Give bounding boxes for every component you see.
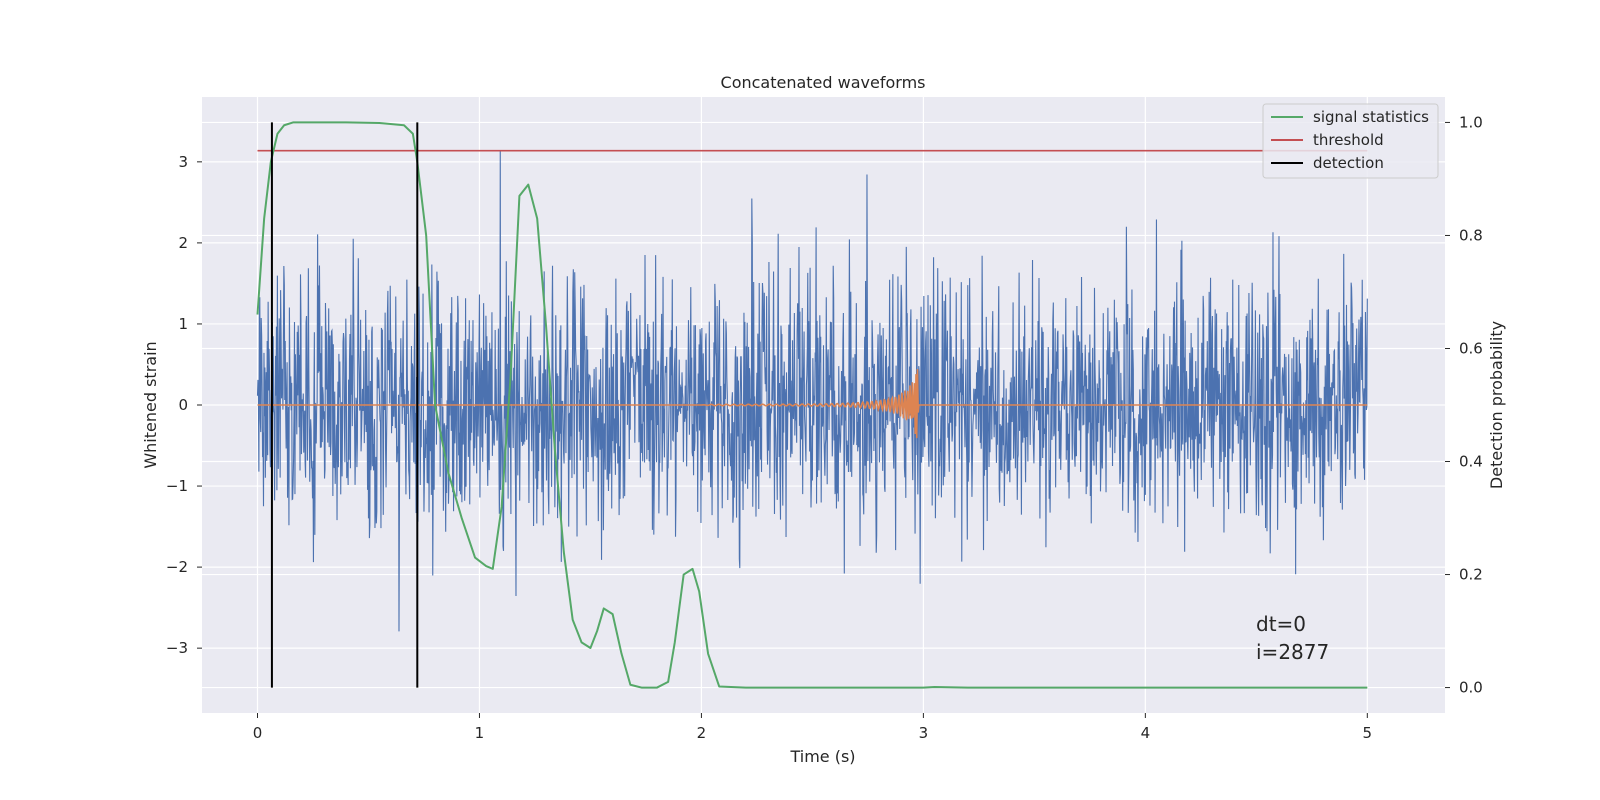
y2-tick-label: 0.2 — [1459, 566, 1483, 584]
legend-label-threshold: threshold — [1313, 131, 1384, 149]
annotation-dt: dt=0 — [1256, 612, 1306, 636]
x-axis-label: Time (s) — [789, 747, 855, 766]
y-tick-label: 0 — [178, 396, 188, 414]
y2-tick-label: 0.6 — [1459, 339, 1483, 357]
chart-title: Concatenated waveforms — [721, 73, 926, 92]
annotation-index: i=2877 — [1256, 640, 1329, 664]
data-layer — [256, 121, 1368, 689]
template-chirp-line — [257, 369, 1368, 439]
y2-tick-label: 0.8 — [1459, 226, 1483, 244]
y-tick-label: 2 — [178, 234, 188, 252]
y-tick-label: −2 — [166, 558, 188, 576]
y-axis-label: Whitened strain — [141, 341, 160, 468]
x-tick-label: 3 — [919, 724, 929, 742]
x-tick-label: 0 — [253, 724, 263, 742]
y2-tick-label: 1.0 — [1459, 113, 1483, 131]
legend-box — [1262, 103, 1439, 179]
x-tick-label: 1 — [475, 724, 485, 742]
y-tick-label: 1 — [178, 315, 188, 333]
y2-tick-label: 0.0 — [1459, 679, 1483, 697]
legend: signal statistics threshold detection — [1262, 103, 1439, 179]
y-tick-label: 3 — [178, 153, 188, 171]
x-tick-label: 2 — [697, 724, 707, 742]
legend-label-signal-statistics: signal statistics — [1313, 108, 1429, 126]
signal-statistics-line — [256, 121, 1368, 689]
axis-layer: 0 1 2 3 4 5 −3 −2 −1 0 1 2 3 0.0 0.2 0.4 0.6 0.8 1.0 — [166, 113, 1483, 742]
legend-label-detection: detection — [1313, 154, 1384, 172]
y2-axis-label: Detection probability — [1487, 321, 1506, 489]
x-tick-label: 4 — [1141, 724, 1151, 742]
y-tick-label: −1 — [166, 477, 188, 495]
y2-tick-label: 0.4 — [1459, 453, 1483, 471]
y-tick-label: −3 — [166, 639, 188, 657]
x-tick-label: 5 — [1363, 724, 1373, 742]
